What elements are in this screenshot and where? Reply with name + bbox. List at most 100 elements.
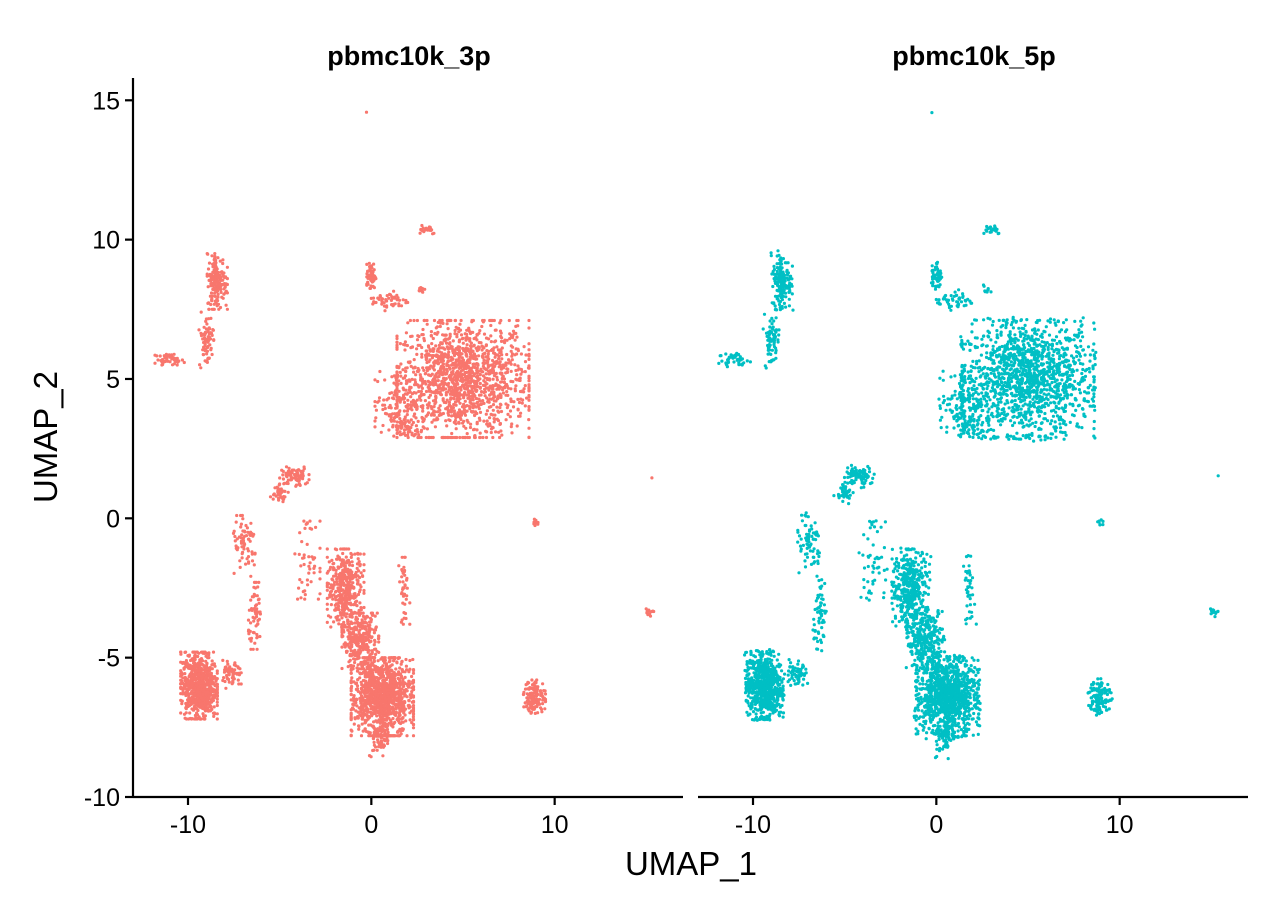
data-point <box>442 338 446 342</box>
data-point <box>404 597 408 601</box>
data-point <box>373 655 377 660</box>
data-point <box>423 372 427 376</box>
data-point <box>471 406 475 410</box>
data-point <box>187 666 191 670</box>
data-point <box>401 368 405 372</box>
data-point <box>213 291 217 295</box>
data-point <box>381 664 385 668</box>
data-point <box>350 563 355 568</box>
data-point <box>444 387 448 391</box>
data-point <box>224 665 228 669</box>
data-point <box>240 556 244 560</box>
data-point <box>366 269 370 273</box>
data-point <box>453 394 458 398</box>
data-point <box>392 393 396 397</box>
data-point <box>180 702 184 706</box>
data-point <box>498 402 502 406</box>
data-point <box>368 273 372 277</box>
data-point <box>451 389 455 393</box>
data-point <box>457 340 461 344</box>
data-point <box>354 617 359 621</box>
data-point <box>256 618 260 623</box>
data-point <box>377 636 381 640</box>
data-point <box>390 391 394 395</box>
data-point <box>445 424 449 428</box>
data-point <box>346 622 350 626</box>
data-point <box>489 323 493 328</box>
data-point <box>284 465 289 469</box>
data-point <box>472 427 476 431</box>
data-point <box>193 656 197 661</box>
data-point <box>457 355 461 360</box>
data-point <box>484 344 488 348</box>
data-point <box>215 693 219 698</box>
data-point <box>210 298 214 302</box>
data-point <box>253 609 258 614</box>
data-point <box>361 690 365 694</box>
data-point <box>438 324 442 329</box>
data-point <box>482 419 486 423</box>
data-point <box>394 383 398 387</box>
data-point <box>401 376 405 380</box>
data-point <box>362 588 366 593</box>
data-point <box>189 672 193 676</box>
data-point <box>454 325 458 329</box>
data-point <box>444 407 448 411</box>
data-point <box>377 297 381 301</box>
data-point <box>334 608 338 612</box>
data-point <box>419 384 423 388</box>
data-point <box>387 296 391 300</box>
data-point <box>468 361 472 365</box>
data-point <box>201 333 205 337</box>
data-point <box>343 570 347 574</box>
data-point <box>412 358 416 362</box>
data-point <box>509 425 513 429</box>
data-point <box>484 372 488 376</box>
data-point <box>349 583 353 587</box>
data-point <box>351 664 356 668</box>
data-point <box>238 559 242 563</box>
data-point <box>441 356 445 360</box>
data-point <box>527 379 531 383</box>
data-point <box>329 593 333 597</box>
data-point <box>510 354 514 358</box>
data-point <box>425 356 429 360</box>
data-point <box>383 658 387 663</box>
data-point <box>281 473 285 477</box>
data-point <box>211 328 215 332</box>
data-point <box>369 658 373 662</box>
data-point <box>382 398 386 402</box>
data-point <box>458 401 462 405</box>
data-point <box>411 726 416 730</box>
data-point <box>362 563 366 567</box>
data-point <box>403 675 407 680</box>
data-point <box>515 378 519 382</box>
data-point <box>388 293 393 297</box>
data-point <box>449 397 453 401</box>
data-point <box>479 341 483 345</box>
data-point <box>302 562 306 567</box>
data-point <box>426 406 430 410</box>
data-point <box>410 721 414 725</box>
data-point <box>474 396 478 401</box>
data-point <box>503 338 507 342</box>
data-point <box>439 382 444 386</box>
data-point <box>394 378 398 382</box>
data-point <box>506 361 510 365</box>
data-point <box>385 294 389 298</box>
data-point <box>371 284 375 288</box>
data-point <box>525 396 529 400</box>
data-point <box>314 525 318 530</box>
data-point <box>493 340 497 344</box>
data-point <box>189 675 193 679</box>
data-point <box>491 435 495 440</box>
data-point <box>435 371 439 375</box>
data-point <box>404 657 408 662</box>
data-point <box>357 724 361 728</box>
data-point <box>312 571 316 575</box>
data-point <box>395 345 399 349</box>
data-point <box>404 301 408 305</box>
data-point <box>494 328 498 332</box>
data-point <box>335 582 339 586</box>
data-point <box>492 318 496 323</box>
